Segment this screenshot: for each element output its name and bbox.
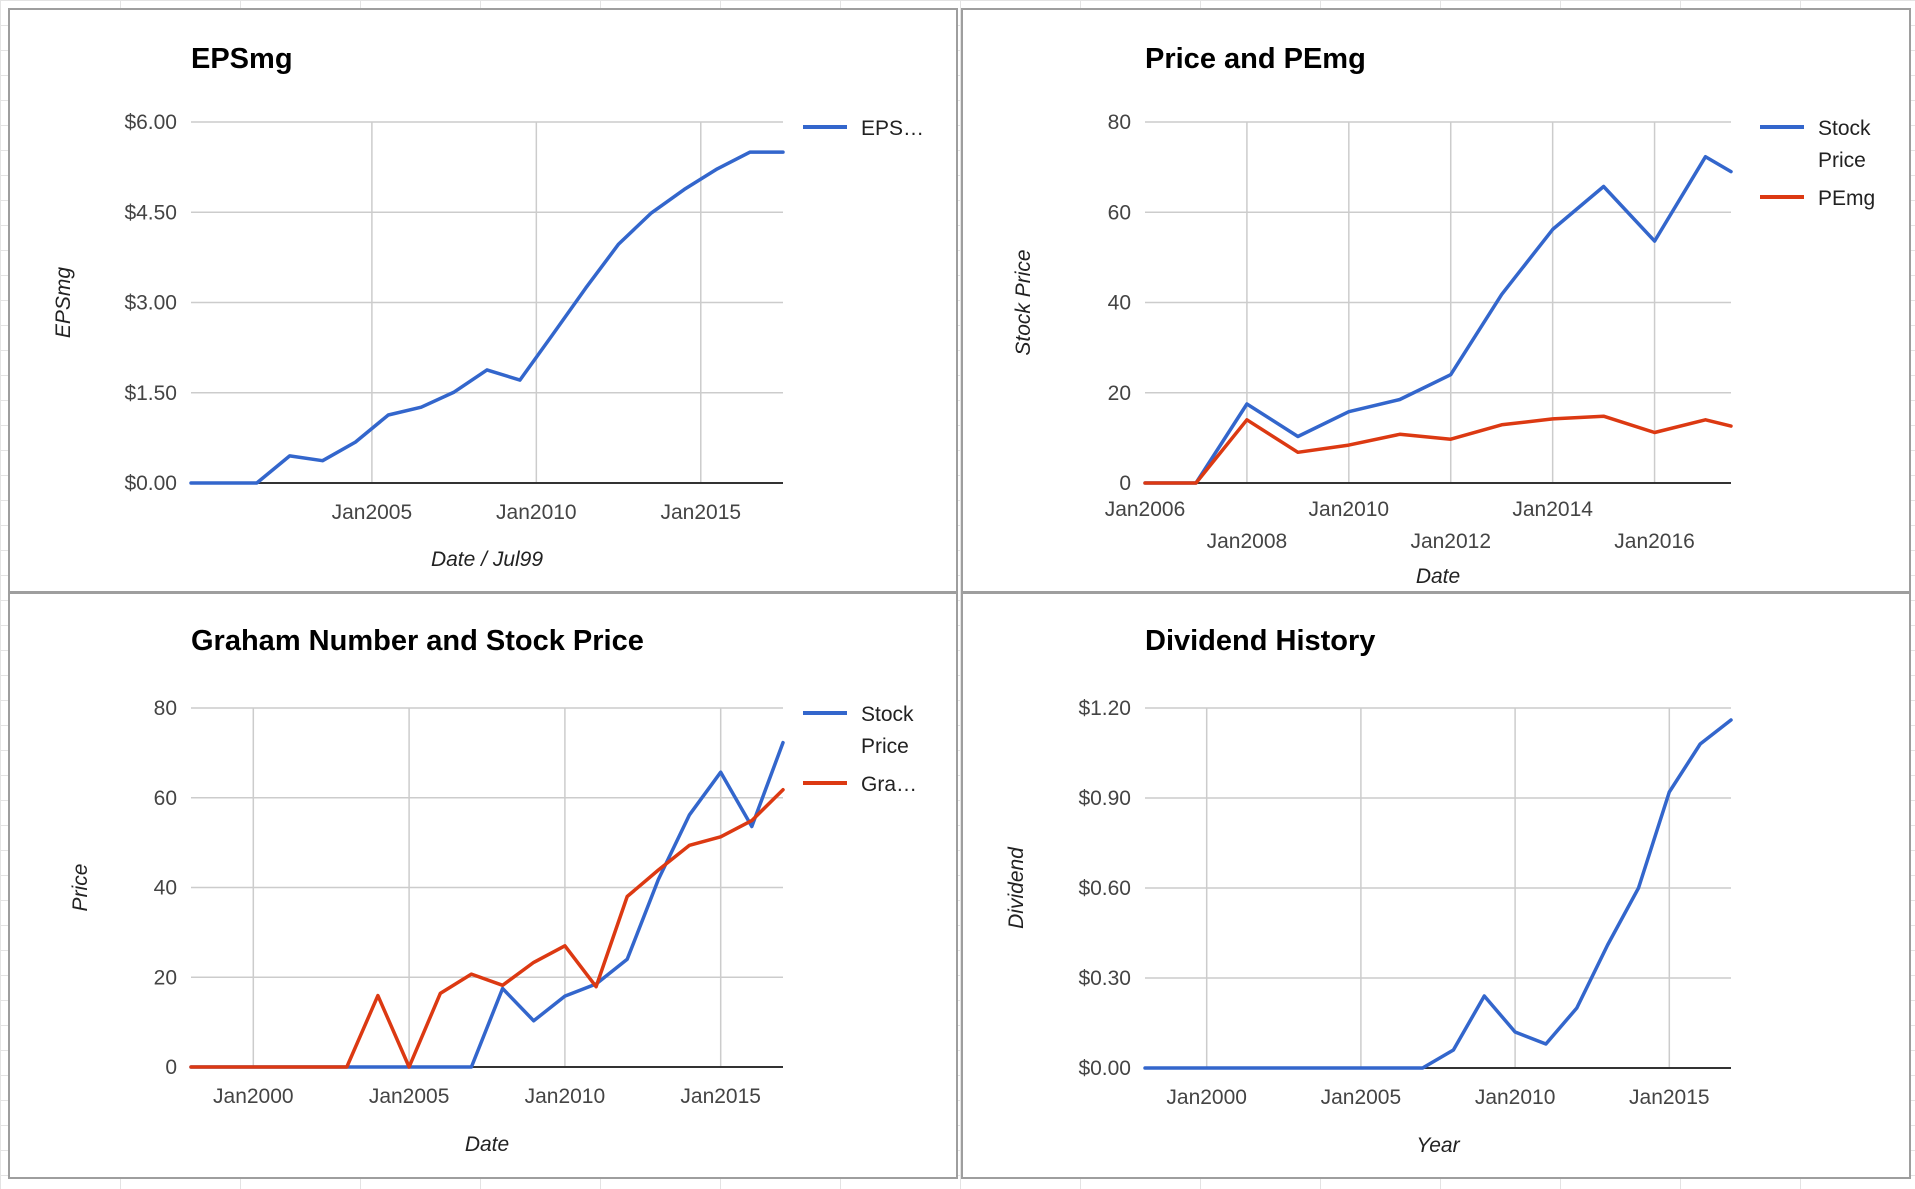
y-tick-label: $1.20 [1078,697,1131,720]
y-tick-label: $0.30 [1078,967,1131,990]
series-line-1 [189,787,785,1069]
x-axis-title: Date [1416,565,1460,588]
chart-panel-price-and-pemg[interactable]: Price and PEmg 0 20 40 60 80 Jan2006 Jan2008 Jan… [961,8,1911,593]
chart-svg: Dividend History $0.00 $0.30 $0.60 $0.90 $1.2… [1005,625,1733,1157]
legend-label: Stock Price [1818,117,1871,172]
chart-svg: EPSmg $0.00 $1.50 $3.00 $4.50 $6.00 Jan2005 Jan… [52,43,924,571]
y-tick-label: 60 [154,787,177,810]
x-tick-label: Jan2015 [1629,1086,1710,1109]
x-tick-label: Jan2010 [1309,498,1390,521]
y-tick-label: 20 [154,966,177,989]
y-tick-label: $1.50 [124,382,177,405]
y-tick-label: 40 [154,877,177,900]
y-tick-label: 0 [165,1056,177,1079]
x-tick-label: Jan2010 [525,1085,606,1108]
x-tick-label: Jan2005 [332,501,413,524]
x-tick-label: Jan2008 [1207,530,1288,553]
x-axis-title: Date [465,1133,509,1156]
y-tick-label: 80 [1108,111,1131,134]
series-line-0 [1143,154,1733,485]
chart-title: Dividend History [1145,625,1375,657]
y-tick-label: $0.90 [1078,787,1131,810]
y-axis-title: EPSmg [52,267,75,339]
x-tick-label: Jan2015 [660,501,741,524]
y-tick-label: $0.60 [1078,877,1131,900]
y-axis-title: Dividend [1005,846,1028,929]
x-tick-label: Jan2005 [1321,1086,1402,1109]
y-tick-label: $0.00 [124,472,177,495]
x-tick-label: Jan2010 [1475,1086,1556,1109]
chart-svg: Graham Number and Stock Price 0 20 40 60 80 Ja… [69,625,917,1156]
chart-title: Price and PEmg [1145,43,1366,75]
series-line-0 [189,740,785,1069]
chart-panel-epsmg[interactable]: EPSmg $0.00 $1.50 $3.00 $4.50 $6.00 Jan2005 Jan… [8,8,958,593]
chart-panel-graham-number[interactable]: Graham Number and Stock Price 0 20 40 60 80 Ja… [8,592,958,1179]
y-tick-label: 0 [1119,472,1131,495]
y-axis-title: Stock Price [1012,249,1035,355]
series-line-1 [1143,414,1733,485]
x-tick-label: Jan2016 [1614,530,1695,553]
legend-label: EPS… [861,117,924,140]
legend-label: Stock Price [861,703,914,758]
y-tick-label: $4.50 [124,201,177,224]
chart-svg: Price and PEmg 0 20 40 60 80 Jan2006 Jan2008 Jan… [1012,43,1875,588]
legend-label: PEmg [1818,187,1875,210]
y-tick-label: 60 [1108,201,1131,224]
x-tick-label: Jan2012 [1410,530,1491,553]
x-axis-title: Date / Jul99 [431,548,543,571]
series-line-0 [189,150,785,485]
y-tick-label: 80 [154,697,177,720]
series-line-0 [1143,718,1733,1070]
x-tick-label: Jan2005 [369,1085,450,1108]
chart-panel-dividend-history[interactable]: Dividend History $0.00 $0.30 $0.60 $0.90 $1.2… [961,592,1911,1179]
x-tick-label: Jan2000 [213,1085,294,1108]
x-tick-label: Jan2014 [1512,498,1593,521]
x-tick-label: Jan2006 [1105,498,1186,521]
y-tick-label: $3.00 [124,292,177,315]
chart-title: EPSmg [191,43,293,75]
y-tick-label: $0.00 [1078,1057,1131,1080]
x-tick-label: Jan2015 [680,1085,761,1108]
y-axis-title: Price [69,864,92,912]
y-tick-label: $6.00 [124,111,177,134]
y-tick-label: 20 [1108,382,1131,405]
x-axis-title: Year [1416,1134,1460,1157]
chart-title: Graham Number and Stock Price [191,625,644,657]
y-tick-label: 40 [1108,292,1131,315]
x-tick-label: Jan2000 [1166,1086,1247,1109]
x-tick-label: Jan2010 [496,501,577,524]
legend-label: Gra… [861,773,917,796]
